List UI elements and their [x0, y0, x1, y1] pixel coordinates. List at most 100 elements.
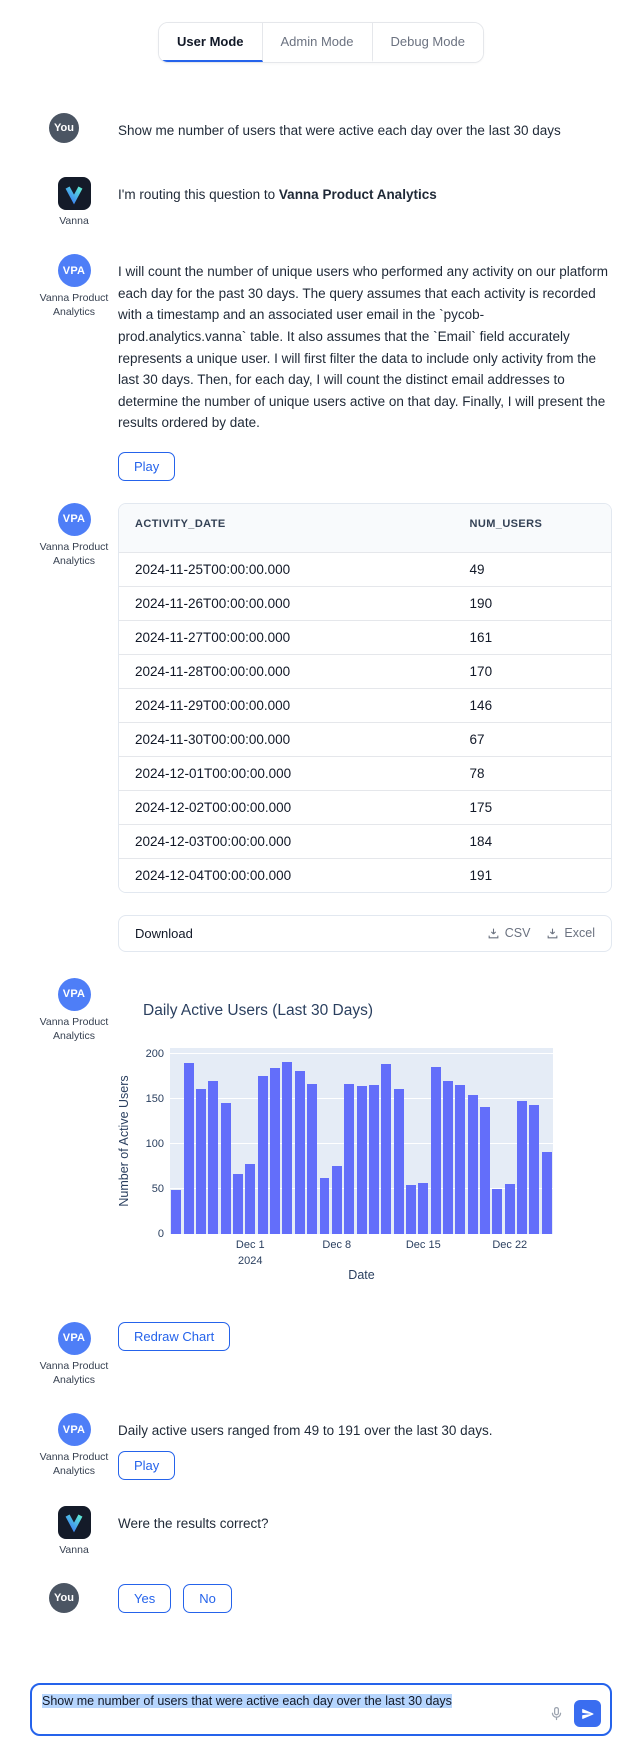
send-button[interactable]: [574, 1700, 601, 1728]
avatar-column: VPA Vanna Product Analytics: [30, 502, 118, 568]
bar: [455, 1085, 466, 1234]
avatar-column: Vanna: [30, 1505, 118, 1557]
bar: [356, 1086, 367, 1234]
feedback-message: You Yes No: [30, 1583, 612, 1614]
bar: [430, 1066, 441, 1234]
bar: [319, 1178, 330, 1234]
microphone-icon[interactable]: [549, 1705, 564, 1722]
bar: [418, 1182, 429, 1234]
bar: [467, 1095, 478, 1234]
avatar-column: VPA Vanna Product Analytics: [30, 1321, 118, 1387]
gridline: [170, 1052, 553, 1054]
bar: [257, 1076, 268, 1234]
bar: [541, 1152, 552, 1234]
followup-text: Were the results correct?: [118, 1515, 269, 1531]
table-cell: 2024-11-26T00:00:00.000: [119, 585, 454, 620]
routing-target: Vanna Product Analytics: [278, 187, 437, 202]
bar: [393, 1089, 404, 1234]
bar: [171, 1189, 182, 1234]
table-row: 2024-11-25T00:00:00.000 49: [119, 551, 611, 586]
bar: [504, 1183, 515, 1234]
bar: [282, 1062, 293, 1234]
table-row: 2024-12-03T00:00:00.000 184: [119, 823, 611, 858]
you-avatar: You: [49, 113, 79, 143]
avatar-column: VPA Vanna Product Analytics: [30, 977, 118, 1043]
routing-message: Vanna I'm routing this question to Vanna…: [30, 177, 612, 228]
bar: [368, 1085, 379, 1234]
table-cell: 78: [453, 755, 611, 790]
download-bar: Download CSV Excel: [118, 914, 612, 952]
table-cell: 2024-12-02T00:00:00.000: [119, 789, 454, 824]
bar: [183, 1062, 194, 1234]
table-cell: 161: [453, 619, 611, 654]
yes-button[interactable]: Yes: [118, 1584, 172, 1614]
tab-debug-mode[interactable]: Debug Mode: [372, 23, 483, 62]
summary-text: Daily active users ranged from 49 to 191…: [118, 1423, 493, 1439]
table-cell: 2024-11-25T00:00:00.000: [119, 551, 454, 586]
vanna-avatar-label: Vanna: [59, 215, 89, 227]
bar-chart: Daily Active Users (Last 30 Days) Number…: [117, 978, 612, 1282]
play-button[interactable]: Play: [118, 1450, 176, 1480]
no-button[interactable]: No: [183, 1584, 232, 1614]
table-cell: 146: [453, 687, 611, 722]
table-row: 2024-11-30T00:00:00.000 67: [119, 721, 611, 756]
routing-text: I'm routing this question to Vanna Produ…: [118, 187, 437, 202]
table-cell: 49: [453, 551, 611, 586]
x-axis-title: Date: [348, 1267, 375, 1282]
vpa-avatar-label: Vanna Product Analytics: [39, 1451, 109, 1478]
vanna-logo-icon: [57, 177, 91, 210]
explanation-text: I will count the number of unique users …: [118, 264, 608, 431]
vpa-avatar-label: Vanna Product Analytics: [39, 540, 109, 568]
bar: [492, 1188, 503, 1234]
vanna-logo-icon: [57, 1505, 91, 1539]
bar: [307, 1083, 318, 1234]
table-row: 2024-12-01T00:00:00.000 78: [119, 755, 611, 790]
table-cell: 2024-11-29T00:00:00.000: [119, 687, 454, 722]
vanna-avatar-label: Vanna: [59, 1543, 89, 1556]
play-button[interactable]: Play: [118, 451, 176, 481]
table-cell: 2024-11-28T00:00:00.000: [119, 653, 454, 688]
vpa-avatar: VPA: [57, 977, 91, 1011]
table-cell: 2024-12-01T00:00:00.000: [119, 755, 454, 790]
y-tick-label: 200: [145, 1047, 164, 1060]
user-question-text: Show me number of users that were active…: [118, 123, 561, 138]
tab-admin-mode[interactable]: Admin Mode: [262, 23, 373, 62]
tab-user-mode[interactable]: User Mode: [159, 23, 263, 62]
table-cell: 191: [453, 857, 611, 892]
y-axis-ticks: 0 50 100 150 200: [142, 1047, 166, 1240]
vpa-avatar-label: Vanna Product Analytics: [39, 1359, 109, 1387]
vpa-avatar: VPA: [57, 1413, 91, 1447]
bar: [381, 1063, 392, 1234]
bar: [344, 1083, 355, 1234]
redraw-chart-button[interactable]: Redraw Chart: [118, 1321, 231, 1351]
selected-input-text: Show me number of users that were active…: [42, 1694, 452, 1709]
x-tick-label: Dec 22: [492, 1238, 528, 1251]
x-axis-ticks: Dec 1 2024 Dec 8 Dec 15 Dec 22: [170, 1234, 553, 1268]
vpa-avatar: VPA: [57, 502, 91, 536]
bar: [294, 1071, 305, 1234]
message-input[interactable]: Show me number of users that were active…: [30, 1683, 612, 1737]
message-input-value[interactable]: Show me number of users that were active…: [32, 1685, 610, 1711]
bar: [331, 1166, 342, 1234]
bar: [442, 1080, 453, 1234]
bar: [270, 1068, 281, 1234]
bar: [245, 1163, 256, 1234]
avatar-column: You: [30, 1583, 118, 1614]
y-tick-label: 50: [151, 1182, 164, 1195]
chart-message: VPA Vanna Product Analytics Daily Active…: [30, 977, 612, 1282]
mode-tabbar: User Mode Admin Mode Debug Mode: [0, 0, 642, 63]
y-tick-label: 150: [145, 1092, 164, 1105]
table-header-row: ACTIVITY_DATE NUM_USERS: [119, 503, 611, 552]
table-cell: 2024-11-27T00:00:00.000: [119, 619, 454, 654]
x-tick-label: Dec 8: [322, 1238, 352, 1251]
y-tick-label: 0: [157, 1227, 164, 1240]
table-cell: 190: [453, 585, 611, 620]
download-excel-button[interactable]: Excel: [546, 926, 595, 940]
table-column-header: NUM_USERS: [453, 503, 611, 552]
table-row: 2024-11-27T00:00:00.000 161: [119, 619, 611, 654]
bar: [529, 1105, 540, 1234]
download-csv-button[interactable]: CSV: [487, 926, 530, 940]
table-row: 2024-11-26T00:00:00.000 190: [119, 585, 611, 620]
avatar-column: VPA Vanna Product Analytics: [30, 254, 118, 319]
explanation-message: VPA Vanna Product Analytics I will count…: [30, 254, 612, 481]
